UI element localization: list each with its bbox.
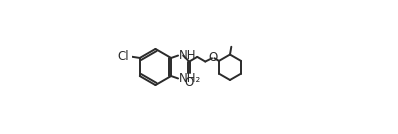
Text: NH: NH [178, 49, 196, 62]
Text: O: O [185, 76, 194, 89]
Text: O: O [209, 51, 218, 64]
Text: NH₂: NH₂ [178, 72, 201, 85]
Text: Cl: Cl [118, 50, 129, 63]
